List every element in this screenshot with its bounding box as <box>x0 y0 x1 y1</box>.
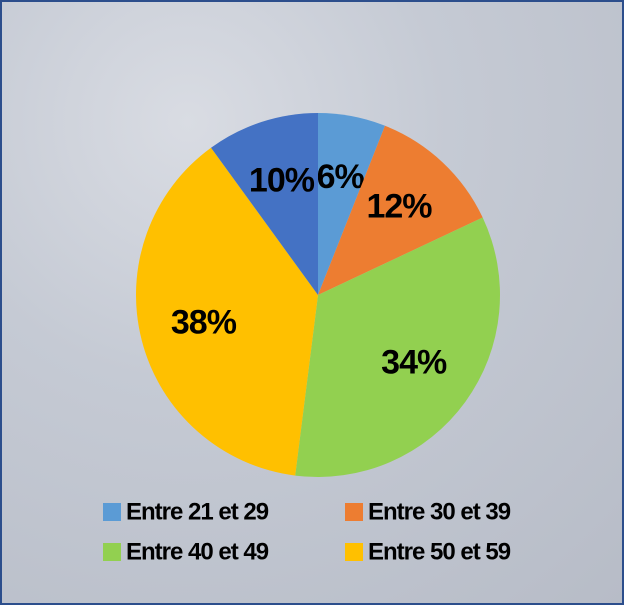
legend-swatch <box>345 543 363 561</box>
slice-label: 38% <box>171 303 237 341</box>
slice-label: 34% <box>381 344 447 382</box>
pie-slice <box>295 217 500 478</box>
legend-swatch <box>103 543 121 561</box>
slice-label: 6% <box>317 158 365 196</box>
legend-label: Entre 30 et 39 <box>368 498 511 525</box>
pie-slice <box>211 113 318 295</box>
legend-label: Entre 21 et 29 <box>126 498 269 525</box>
pie-slice <box>318 125 483 296</box>
slice-label: 10% <box>249 161 315 199</box>
pie-slice <box>318 113 385 295</box>
legend-label: Entre 40 et 49 <box>126 538 269 565</box>
legend-swatch <box>103 503 121 521</box>
pie-slice <box>135 147 318 476</box>
slice-label: 12% <box>366 188 432 226</box>
legend-swatch <box>345 503 363 521</box>
legend-label: Entre 50 et 59 <box>368 538 511 565</box>
